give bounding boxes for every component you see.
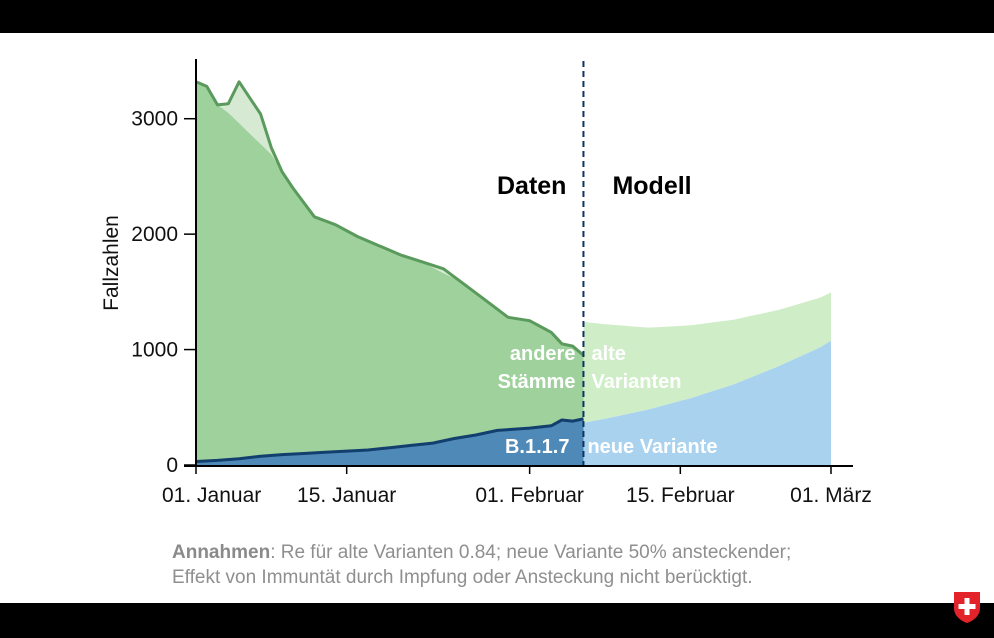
x-tick-label: 15. Februar (626, 484, 735, 507)
x-tick-label: 01. Januar (162, 484, 261, 507)
model-old-variants-area (583, 292, 831, 423)
y-tick-label: 3000 (131, 108, 178, 131)
assumptions-text-1: : Re für alte Varianten 0.84; neue Varia… (270, 542, 792, 563)
region-label-new-variant: neue Variante (587, 436, 717, 458)
b117-line (195, 417, 584, 463)
swiss-cross-shield-icon (954, 592, 980, 623)
assumptions-line-2: Effekt von Immuntät durch Impfung oder A… (172, 567, 753, 588)
other-strains-line (195, 80, 585, 357)
region-label-other-strains: Stämme (498, 371, 576, 393)
slide: 0 1000 2000 3000 01. Januar 15. Januar 01. Feb… (0, 33, 994, 603)
chart: 0 1000 2000 3000 01. Januar 15. Januar 01. Feb… (100, 59, 872, 507)
region-label-old-variants: Varianten (591, 371, 681, 393)
assumptions-line-1: Annahmen: Re für alte Varianten 0.84; ne… (172, 540, 912, 565)
y-axis-label: Fallzahlen (100, 215, 123, 311)
data-b117-area (196, 418, 584, 465)
y-tick-label: 1000 (131, 339, 178, 362)
region-label-other-strains: andere (510, 343, 576, 365)
x-tick-label: 01. März (790, 484, 872, 507)
data-other-strains-area (196, 81, 584, 465)
assumptions-label: Annahmen (172, 542, 271, 563)
y-tick-label: 0 (166, 454, 178, 477)
x-tick-label: 15. Januar (297, 484, 396, 507)
model-new-variant-area (583, 340, 831, 465)
assumptions-note: Annahmen: Re für alte Varianten 0.84; ne… (172, 540, 912, 590)
section-label-model: Modell (612, 172, 691, 200)
section-label-data: Daten (497, 172, 566, 200)
x-tick-label: 01. Februar (475, 484, 584, 507)
y-tick-label: 2000 (131, 223, 178, 246)
region-label-b117: B.1.1.7 (505, 436, 569, 458)
region-label-old-variants: alte (591, 343, 625, 365)
